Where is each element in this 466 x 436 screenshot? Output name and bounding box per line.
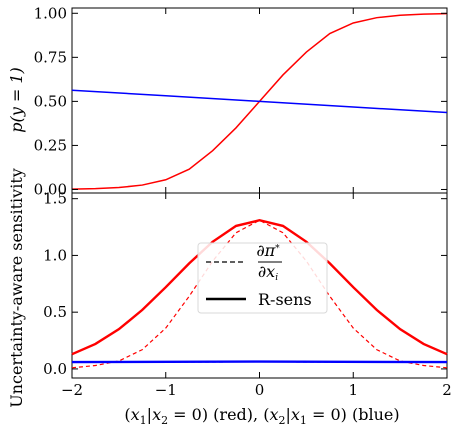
bottom-x-tick-label: 1 bbox=[348, 381, 358, 399]
legend-label-partial-derivative: ∂π* ∂xi bbox=[256, 241, 282, 283]
legend: ∂π* ∂xi R-sens bbox=[197, 241, 328, 314]
bottom-x-tick-label: 2 bbox=[442, 381, 452, 399]
bottom-y-tick-label: 0.0 bbox=[43, 360, 67, 378]
bottom-series-line-0 bbox=[71, 219, 448, 356]
top-panel: 0.00 0.25 0.50 0.75 1.00 p(y = 1) bbox=[7, 4, 448, 198]
top-tick-group: 0.00 0.25 0.50 0.75 1.00 bbox=[34, 4, 448, 198]
bottom-y-tick-label: 1.5 bbox=[43, 190, 67, 208]
top-y-tick-label: 0.25 bbox=[34, 136, 67, 154]
bottom-tick-group: −2 −1 0 1 2 0.0 0.5 1.0 1.5 bbox=[43, 190, 452, 399]
top-y-axis-label: p(y = 1) bbox=[7, 67, 26, 133]
legend-label-r-sens: R-sens bbox=[258, 290, 312, 309]
svg-text:∂π*: ∂π* bbox=[256, 241, 280, 260]
svg-text:∂xi: ∂xi bbox=[258, 262, 278, 283]
bottom-panel: −2 −1 0 1 2 0.0 0.5 1.0 1.5 Uncertainty-aware se… bbox=[7, 168, 452, 427]
bottom-x-tick-label: 0 bbox=[255, 381, 265, 399]
top-series-line-1 bbox=[71, 89, 448, 114]
bottom-series-line-1 bbox=[71, 219, 448, 369]
bottom-x-tick-label: −2 bbox=[61, 381, 83, 399]
top-y-tick-label: 0.00 bbox=[34, 180, 67, 198]
top-series-group bbox=[71, 12, 448, 190]
legend-box bbox=[197, 242, 328, 314]
bottom-y-axis-label: Uncertainty-aware sensitivity bbox=[7, 168, 26, 408]
top-y-tick-label: 0.50 bbox=[34, 92, 67, 110]
bottom-x-tick-label: −1 bbox=[155, 381, 177, 399]
bottom-series-group bbox=[71, 219, 448, 369]
top-y-tick-label: 1.00 bbox=[34, 4, 67, 22]
bottom-series-line-2 bbox=[71, 360, 448, 364]
bottom-y-tick-label: 1.0 bbox=[43, 246, 67, 264]
bottom-x-axis-label: (x1|x2 = 0) (red), (x2|x1 = 0) (blue) bbox=[124, 405, 399, 427]
bottom-y-tick-label: 0.5 bbox=[43, 303, 67, 321]
top-y-tick-label: 0.75 bbox=[34, 48, 67, 66]
